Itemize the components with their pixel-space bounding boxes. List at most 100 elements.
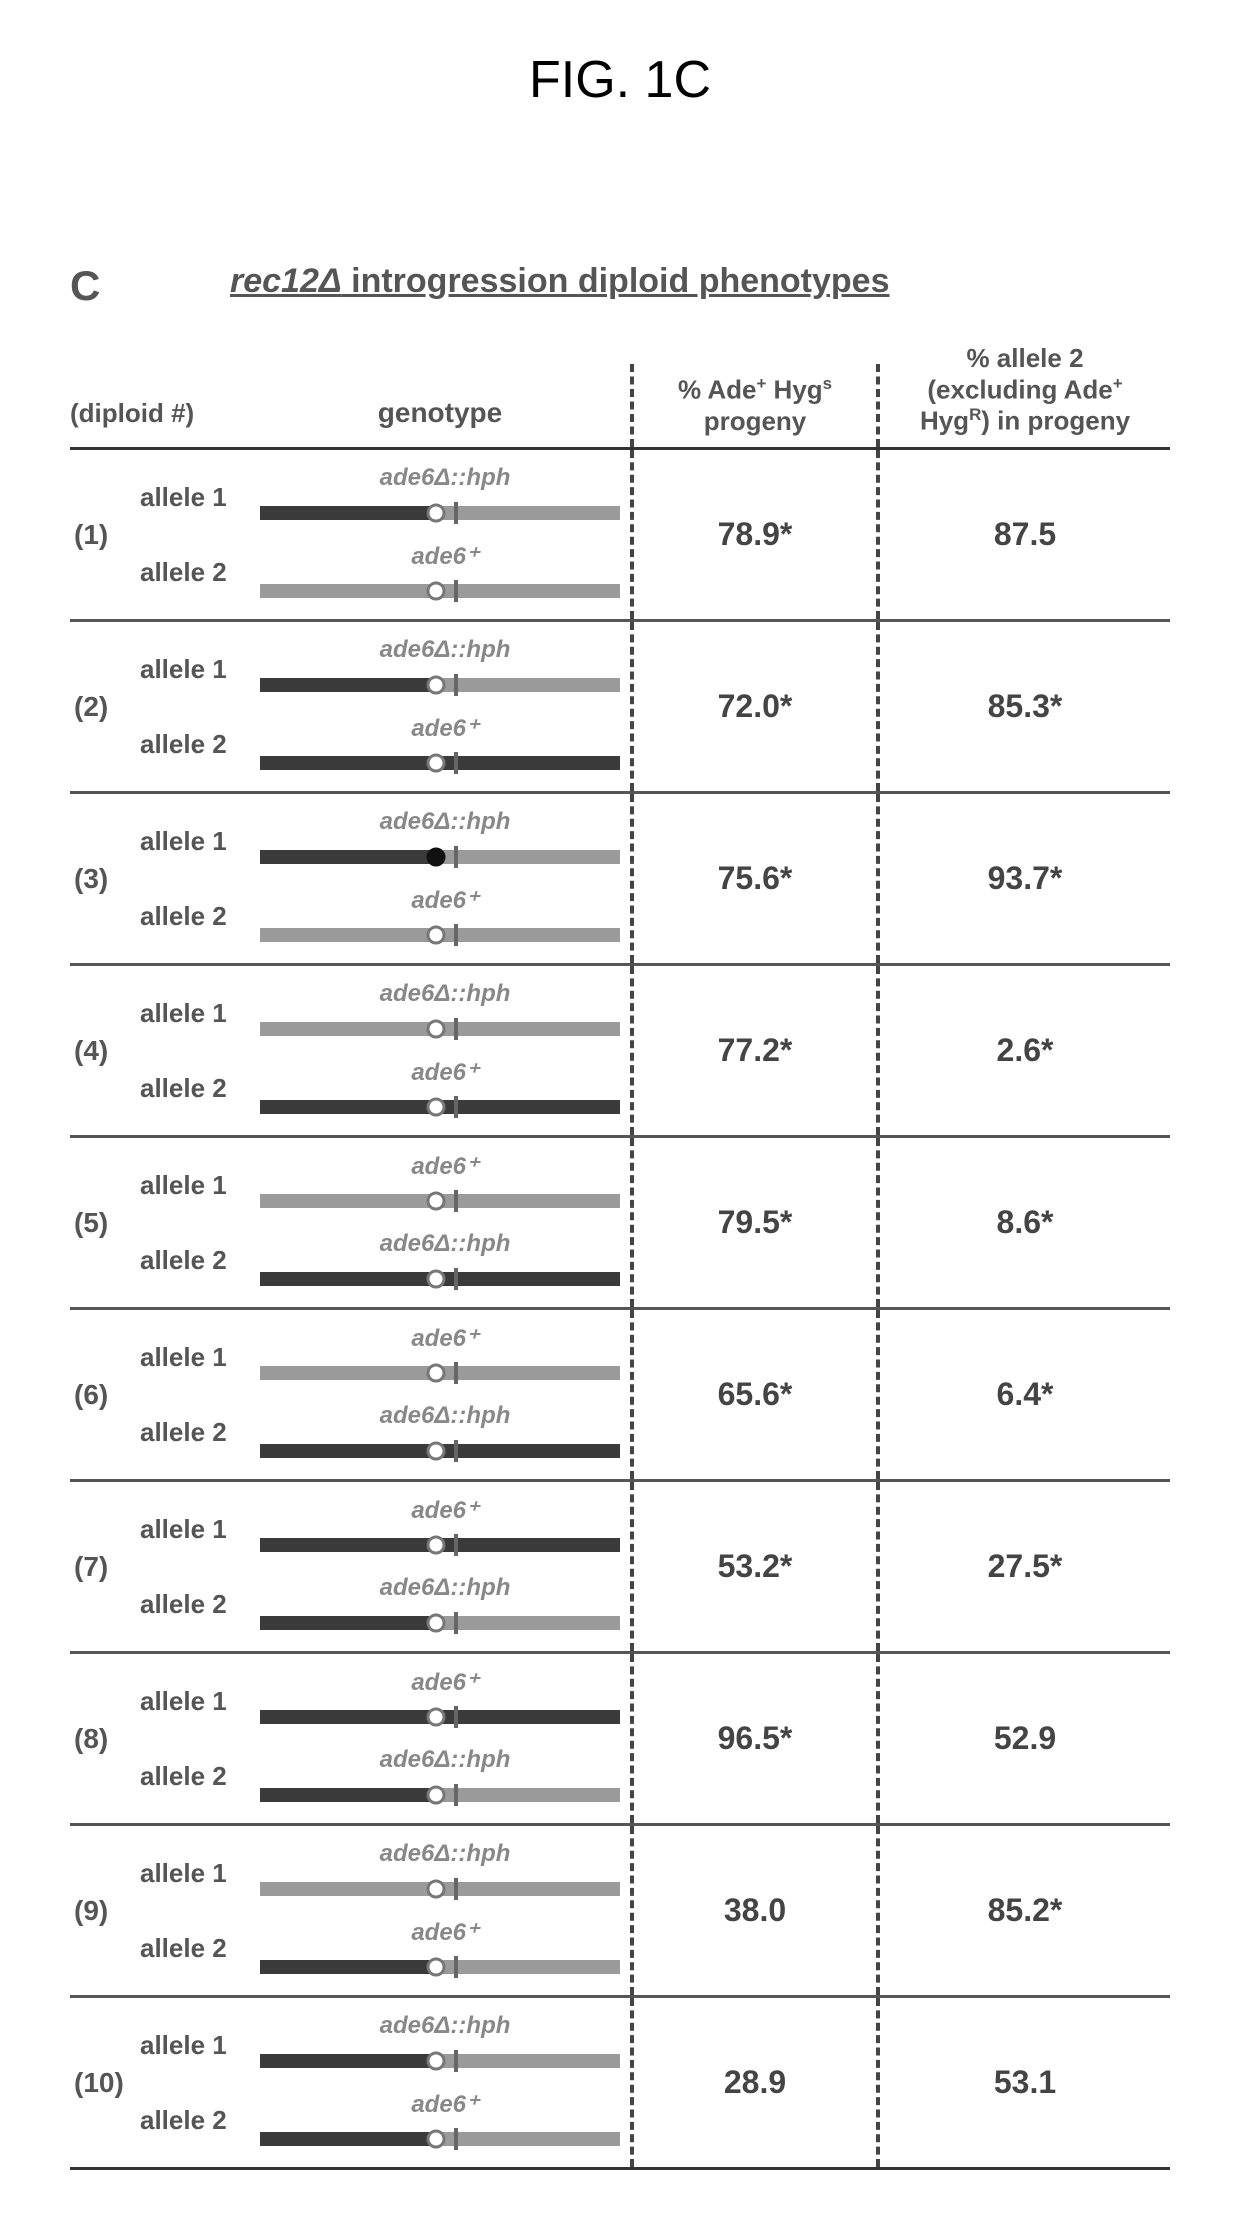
allele2-label: allele 2 <box>140 1761 260 1792</box>
allele2-gene-label: ade6⁺ <box>260 1058 630 1087</box>
allele1-chromosome: ade6⁺ <box>260 1496 630 1560</box>
allele-labels: allele 1 allele 2 <box>140 482 260 588</box>
allele1-chromosome: ade6Δ::hph <box>260 2012 630 2076</box>
allele2-label: allele 2 <box>140 1589 260 1620</box>
table-row: (1) allele 1 allele 2 ade6Δ::hph ade6⁺ 7… <box>70 450 1170 622</box>
allele1-gene-label: ade6⁺ <box>260 1496 630 1525</box>
allele2-gene-label: ade6⁺ <box>260 1918 630 1947</box>
chromosome-diagrams: ade6Δ::hph ade6⁺ <box>260 808 630 950</box>
row-number: (5) <box>70 1207 140 1239</box>
allele2-chromosome: ade6⁺ <box>260 886 630 950</box>
allele1-gene-label: ade6Δ::hph <box>260 808 630 836</box>
chromosome-diagrams: ade6⁺ ade6Δ::hph <box>260 1152 630 1294</box>
allele2-value: 52.9 <box>880 1654 1170 1823</box>
allele2-gene-label: ade6Δ::hph <box>260 1574 630 1602</box>
table-body: (1) allele 1 allele 2 ade6Δ::hph ade6⁺ 7… <box>70 450 1170 2170</box>
header-allele2-progeny: % allele 2(excluding Ade+HygR) in progen… <box>880 333 1170 447</box>
table-row: (9) allele 1 allele 2 ade6Δ::hph ade6⁺ 3… <box>70 1826 1170 1998</box>
ade-value: 79.5* <box>630 1138 880 1307</box>
allele1-gene-label: ade6Δ::hph <box>260 980 630 1008</box>
ade-value: 53.2* <box>630 1482 880 1651</box>
allele2-chromosome: ade6Δ::hph <box>260 1746 630 1810</box>
allele2-value: 8.6* <box>880 1138 1170 1307</box>
table-row: (5) allele 1 allele 2 ade6⁺ ade6Δ::hph 7… <box>70 1138 1170 1310</box>
allele-labels: allele 1 allele 2 <box>140 1686 260 1792</box>
panel-title: rec12Δ introgression diploid phenotypes <box>230 262 890 301</box>
allele2-label: allele 2 <box>140 1245 260 1276</box>
row-number: (10) <box>70 2067 140 2099</box>
row-number: (9) <box>70 1895 140 1927</box>
allele2-value: 93.7* <box>880 794 1170 963</box>
allele2-value: 87.5 <box>880 450 1170 619</box>
allele1-chromosome: ade6⁺ <box>260 1152 630 1216</box>
table-header: (diploid #) genotype % Ade+ Hygsprogeny … <box>70 330 1170 450</box>
allele2-gene-label: ade6⁺ <box>260 2090 630 2119</box>
chromosome-diagrams: ade6Δ::hph ade6⁺ <box>260 2012 630 2154</box>
allele2-value: 53.1 <box>880 1998 1170 2167</box>
allele2-chromosome: ade6⁺ <box>260 714 630 778</box>
allele2-value: 27.5* <box>880 1482 1170 1651</box>
allele-labels: allele 1 allele 2 <box>140 1858 260 1964</box>
allele1-chromosome: ade6⁺ <box>260 1324 630 1388</box>
allele2-value: 2.6* <box>880 966 1170 1135</box>
chromosome-diagrams: ade6⁺ ade6Δ::hph <box>260 1496 630 1638</box>
allele2-value: 85.2* <box>880 1826 1170 1995</box>
allele1-label: allele 1 <box>140 1170 260 1201</box>
chromosome-diagrams: ade6Δ::hph ade6⁺ <box>260 464 630 606</box>
ade-value: 65.6* <box>630 1310 880 1479</box>
allele-labels: allele 1 allele 2 <box>140 826 260 932</box>
allele2-label: allele 2 <box>140 2105 260 2136</box>
allele2-value: 85.3* <box>880 622 1170 791</box>
table-row: (7) allele 1 allele 2 ade6⁺ ade6Δ::hph 5… <box>70 1482 1170 1654</box>
allele1-chromosome: ade6Δ::hph <box>260 1840 630 1904</box>
allele-labels: allele 1 allele 2 <box>140 1342 260 1448</box>
table-row: (4) allele 1 allele 2 ade6Δ::hph ade6⁺ 7… <box>70 966 1170 1138</box>
panel-letter: C <box>70 262 100 310</box>
row-number: (1) <box>70 519 140 551</box>
allele2-label: allele 2 <box>140 1933 260 1964</box>
allele1-label: allele 1 <box>140 482 260 513</box>
table-row: (8) allele 1 allele 2 ade6⁺ ade6Δ::hph 9… <box>70 1654 1170 1826</box>
allele1-gene-label: ade6Δ::hph <box>260 2012 630 2040</box>
allele-labels: allele 1 allele 2 <box>140 654 260 760</box>
row-number: (4) <box>70 1035 140 1067</box>
ade-value: 96.5* <box>630 1654 880 1823</box>
ade-value: 78.9* <box>630 450 880 619</box>
allele-labels: allele 1 allele 2 <box>140 2030 260 2136</box>
ade-value: 72.0* <box>630 622 880 791</box>
allele1-label: allele 1 <box>140 2030 260 2061</box>
row-number: (2) <box>70 691 140 723</box>
chromosome-diagrams: ade6Δ::hph ade6⁺ <box>260 1840 630 1982</box>
figure-title: FIG. 1C <box>0 50 1240 110</box>
chromosome-diagrams: ade6Δ::hph ade6⁺ <box>260 980 630 1122</box>
allele1-label: allele 1 <box>140 1514 260 1545</box>
phenotype-table: (diploid #) genotype % Ade+ Hygsprogeny … <box>70 330 1170 2170</box>
allele1-chromosome: ade6⁺ <box>260 1668 630 1732</box>
row-number: (3) <box>70 863 140 895</box>
header-diploid: (diploid #) <box>70 398 250 447</box>
allele1-label: allele 1 <box>140 1342 260 1373</box>
allele1-chromosome: ade6Δ::hph <box>260 980 630 1044</box>
ade-value: 38.0 <box>630 1826 880 1995</box>
allele2-chromosome: ade6Δ::hph <box>260 1402 630 1466</box>
allele1-gene-label: ade6⁺ <box>260 1152 630 1181</box>
allele2-chromosome: ade6⁺ <box>260 542 630 606</box>
allele2-chromosome: ade6⁺ <box>260 2090 630 2154</box>
allele1-label: allele 1 <box>140 654 260 685</box>
allele2-chromosome: ade6Δ::hph <box>260 1574 630 1638</box>
header-ade-progeny: % Ade+ Hygsprogeny <box>630 364 880 447</box>
ade-value: 28.9 <box>630 1998 880 2167</box>
allele2-chromosome: ade6⁺ <box>260 1058 630 1122</box>
chromosome-diagrams: ade6⁺ ade6Δ::hph <box>260 1668 630 1810</box>
ade-value: 77.2* <box>630 966 880 1135</box>
row-number: (7) <box>70 1551 140 1583</box>
allele1-gene-label: ade6⁺ <box>260 1668 630 1697</box>
allele2-gene-label: ade6⁺ <box>260 886 630 915</box>
allele1-gene-label: ade6Δ::hph <box>260 636 630 664</box>
allele1-gene-label: ade6Δ::hph <box>260 464 630 492</box>
allele1-chromosome: ade6Δ::hph <box>260 464 630 528</box>
allele1-chromosome: ade6Δ::hph <box>260 808 630 872</box>
allele2-gene-label: ade6⁺ <box>260 714 630 743</box>
row-number: (8) <box>70 1723 140 1755</box>
allele-labels: allele 1 allele 2 <box>140 1514 260 1620</box>
